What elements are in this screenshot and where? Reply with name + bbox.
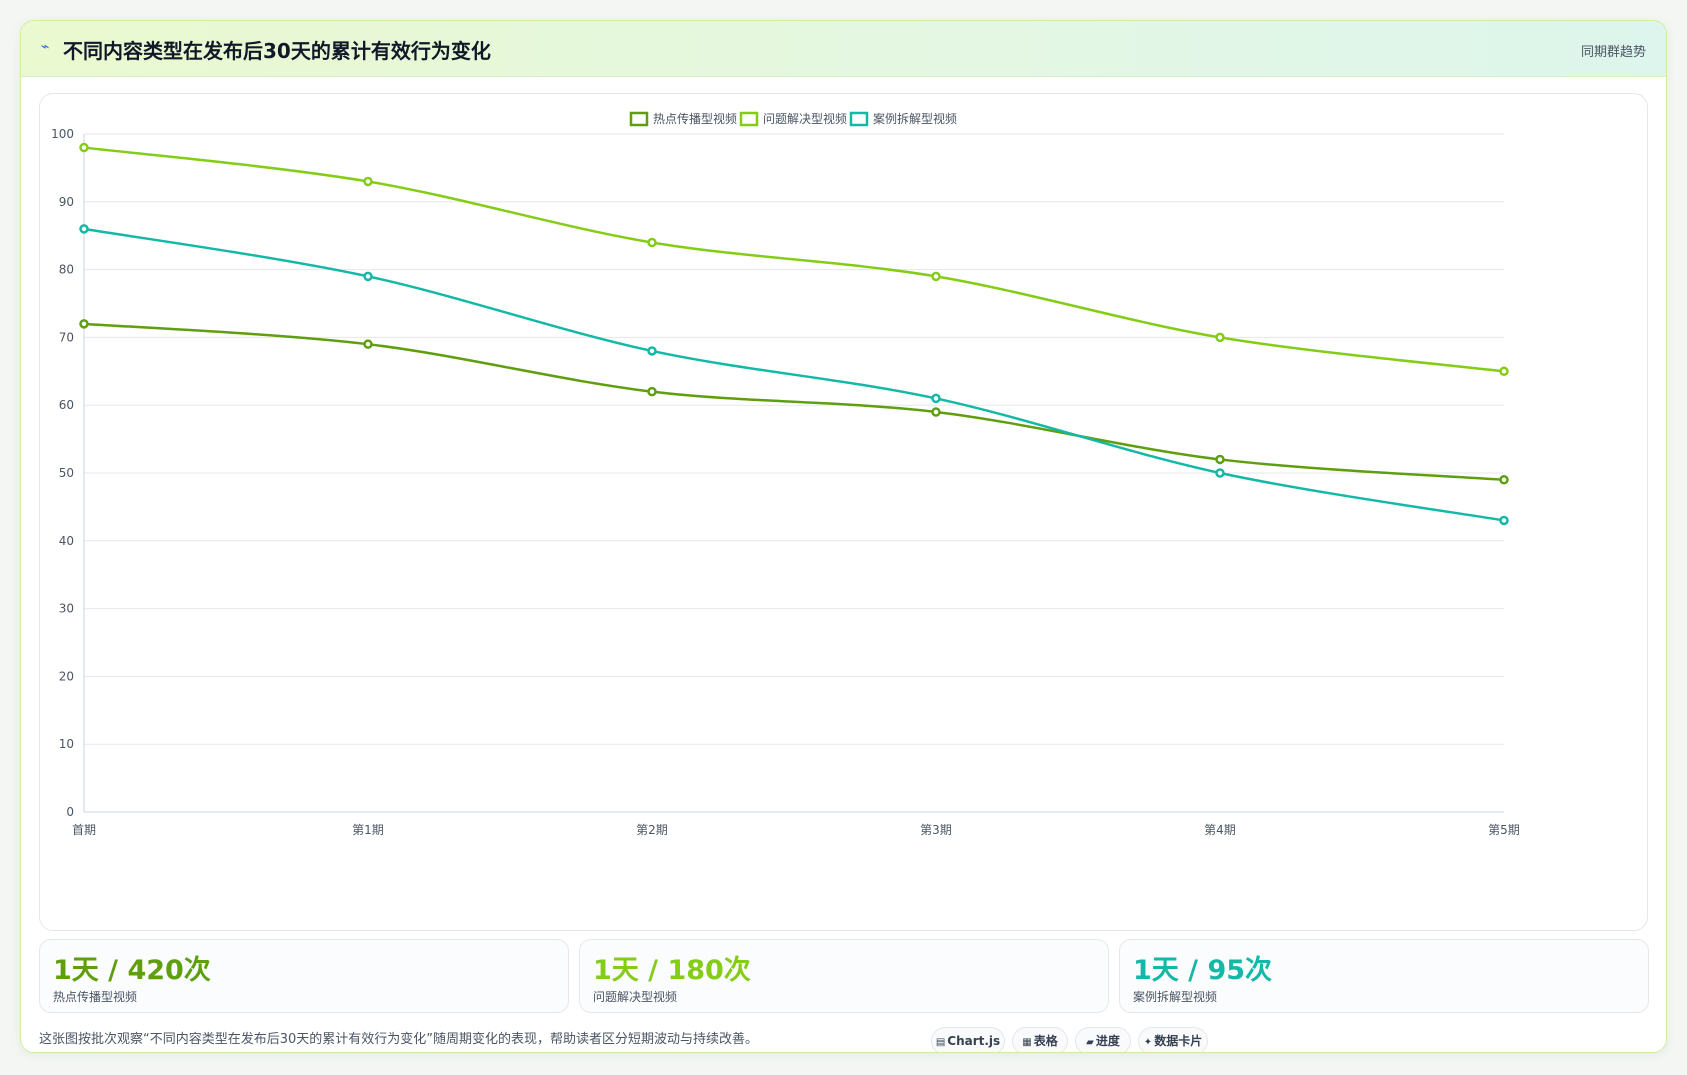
- table-icon: ▦: [1022, 1037, 1032, 1048]
- y-tick-label: 50: [59, 466, 74, 480]
- chart-container: 0 10 20 30 40 50 60 70 80 90 100 首期 第1期 第2期 第3期 第4期 第5期 热…: [39, 93, 1648, 931]
- legend-swatch: [849, 111, 869, 127]
- card-header: ⌁ 不同内容类型在发布后30天的累计有效行为变化 同期群趋势: [21, 21, 1666, 77]
- legend-label: 热点传播型视频: [653, 111, 737, 126]
- x-tick-label: 第4期: [1204, 823, 1236, 837]
- data-point: [931, 271, 941, 282]
- pill-progress[interactable]: ▰ 进度: [1075, 1027, 1131, 1052]
- sparkle-icon: ✦: [1143, 1037, 1153, 1048]
- data-point: [1215, 454, 1225, 465]
- x-tick-label: 第3期: [920, 823, 952, 837]
- page-title: 不同内容类型在发布后30天的累计有效行为变化: [63, 39, 491, 63]
- data-point: [647, 237, 657, 248]
- data-point: [363, 176, 373, 187]
- legend-swatch: [629, 111, 649, 127]
- stat-label: 案例拆解型视频: [1133, 990, 1218, 1004]
- data-point: [1215, 332, 1225, 343]
- data-point: [1499, 475, 1509, 485]
- series-line: [83, 146, 1505, 373]
- series-line: [83, 227, 1505, 522]
- footer-note: 这张图按批次观察“不同内容类型在发布后30天的累计有效行为变化”随周期变化的表现…: [39, 1032, 759, 1047]
- y-tick-label: 100: [51, 127, 74, 141]
- data-point: [647, 346, 657, 356]
- data-point: [79, 142, 89, 153]
- x-tick-label: 首期: [72, 823, 96, 837]
- data-point: [931, 393, 941, 404]
- pill-data-cards[interactable]: ✦ 数据卡片: [1138, 1027, 1208, 1052]
- data-point: [1499, 515, 1509, 526]
- data-point: [1215, 468, 1225, 478]
- stat-value: 1天 / 420次: [53, 955, 211, 986]
- series-line: [83, 322, 1505, 482]
- y-tick-label: 60: [59, 398, 74, 412]
- y-tick-label: 0: [66, 805, 74, 819]
- line-chart: 0 10 20 30 40 50 60 70 80 90 100 首期 第1期 第2期 第3期 第4期 第5期 热…: [51, 111, 1520, 837]
- data-point: [1499, 366, 1509, 377]
- y-tick-label: 30: [59, 602, 74, 616]
- dashboard-card: ⌁ 不同内容类型在发布后30天的累计有效行为变化 同期群趋势 0 10 20 30 40…: [20, 20, 1667, 1053]
- y-tick-label: 40: [59, 534, 74, 548]
- stat-label: 热点传播型视频: [53, 990, 138, 1004]
- legend-swatch: [739, 111, 759, 127]
- data-point: [79, 319, 89, 329]
- legend-label: 案例拆解型视频: [873, 111, 957, 126]
- x-tick-label: 第1期: [352, 823, 384, 837]
- stat-label: 问题解决型视频: [593, 990, 678, 1004]
- x-tick-label: 第5期: [1488, 823, 1520, 837]
- data-point: [647, 386, 657, 397]
- legend-label: 问题解决型视频: [763, 111, 847, 126]
- chart-icon: ▤: [935, 1037, 946, 1048]
- y-tick-label: 90: [59, 195, 74, 209]
- stat-value: 1天 / 180次: [593, 955, 751, 986]
- data-point: [363, 271, 373, 282]
- stat-value: 1天 / 95次: [1133, 955, 1273, 986]
- y-tick-label: 70: [59, 330, 74, 344]
- data-point: [79, 224, 89, 234]
- x-tick-label: 第2期: [636, 823, 668, 837]
- progress-icon: ▰: [1086, 1037, 1094, 1048]
- header-badge: 同期群趋势: [1580, 45, 1646, 60]
- y-tick-label: 20: [59, 669, 74, 683]
- data-point: [363, 339, 373, 349]
- y-tick-label: 80: [59, 263, 74, 277]
- trend-icon: ⌁: [41, 39, 50, 55]
- pill-chartjs[interactable]: ▤ Chart.js: [931, 1027, 1005, 1052]
- pill-table[interactable]: ▦ 表格: [1012, 1027, 1068, 1052]
- stat-card-case: 1天 / 95次 案例拆解型视频: [1119, 939, 1649, 1013]
- stat-card-hot: 1天 / 420次 热点传播型视频: [39, 939, 569, 1013]
- y-tick-label: 10: [59, 737, 74, 751]
- stat-card-solve: 1天 / 180次 问题解决型视频: [579, 939, 1109, 1013]
- data-point: [931, 407, 941, 417]
